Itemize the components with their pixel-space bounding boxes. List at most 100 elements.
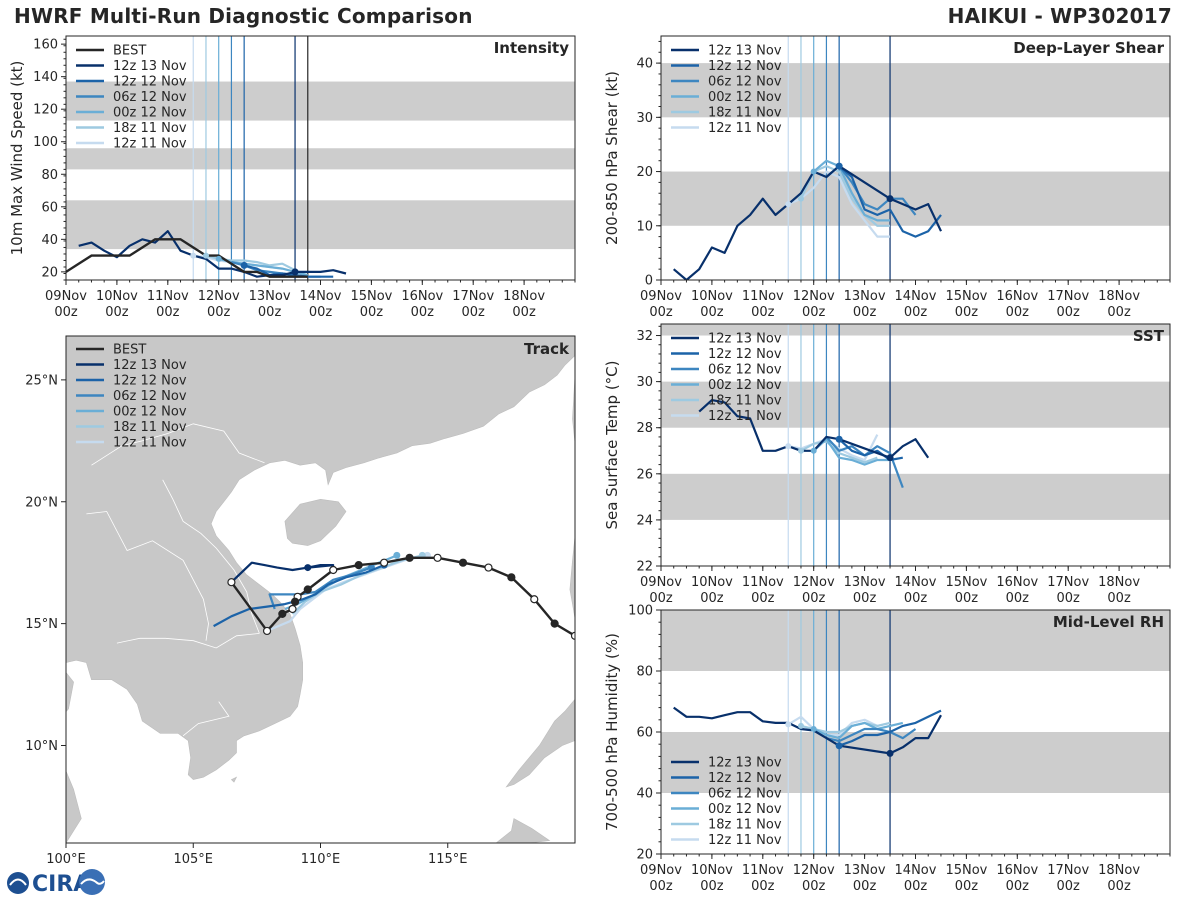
shear-legend-label: 06z 12 Nov — [708, 75, 782, 90]
landmass-4 — [569, 535, 575, 619]
landmass-0 — [66, 336, 575, 780]
shear-init-marker — [835, 162, 843, 170]
rh-band-0 — [661, 732, 1170, 793]
intensity-xtick-hour: 00z — [156, 305, 180, 320]
intensity-chart: 2040608010012014016009Nov00z10Nov00z11No… — [8, 35, 576, 320]
cira-logo: CIRA — [7, 869, 105, 897]
rh-title: Mid-Level RH — [1053, 613, 1164, 631]
rh-series-00z-12-Nov — [813, 721, 904, 740]
intensity-ytick-label: 20 — [41, 265, 58, 280]
shear-start-marker — [797, 195, 804, 202]
intensity-xtick-day: 13Nov — [249, 289, 291, 304]
rh-xtick-day: 11Nov — [742, 863, 784, 878]
best-track-point — [550, 619, 559, 628]
rh-xtick-hour: 00z — [700, 879, 724, 894]
track-plot-area — [66, 336, 575, 843]
sst-xtick-hour: 00z — [649, 591, 673, 606]
rh-ytick-label: 100 — [628, 604, 653, 619]
shear-legend-label: 18z 11 Nov — [708, 106, 782, 121]
figure-title: HWRF Multi-Run Diagnostic Comparison — [14, 4, 473, 28]
shear-xtick-day: 18Nov — [1098, 289, 1140, 304]
rh-xtick-hour: 00z — [904, 879, 928, 894]
rh-xtick-hour: 00z — [802, 879, 826, 894]
shear-xtick-hour: 00z — [1107, 305, 1131, 320]
rh-init-marker — [886, 749, 894, 757]
storm-id-title: HAIKUI - WP302017 — [947, 4, 1172, 28]
rh-band-1 — [661, 610, 1170, 671]
rh-xtick-day: 17Nov — [1047, 863, 1089, 878]
intensity-xtick-day: 17Nov — [452, 289, 494, 304]
track-legend-label: 12z 12 Nov — [113, 374, 187, 389]
track-series-12z-13-Nov — [230, 561, 335, 583]
border-3 — [116, 633, 260, 649]
sst-band-1 — [661, 381, 1170, 428]
rh-legend-label: 18z 11 Nov — [708, 818, 782, 833]
rh-ytick-label: 40 — [636, 787, 653, 802]
best-track-point — [288, 604, 297, 614]
sst-start-marker — [785, 443, 792, 450]
intensity-xtick-hour: 00z — [105, 305, 129, 320]
shear-xtick-hour: 00z — [1006, 305, 1030, 320]
sst-ylabel: Sea Surface Temp (°C) — [603, 360, 621, 529]
landmass-6 — [495, 818, 551, 843]
sst-ytick-label: 32 — [636, 329, 653, 344]
track-ytick-label: 10°N — [25, 739, 58, 754]
intensity-title: Intensity — [494, 39, 570, 57]
intensity-init-marker — [240, 261, 248, 269]
sst-xtick-day: 14Nov — [895, 575, 937, 590]
sst-xtick-hour: 00z — [1107, 591, 1131, 606]
landmass-7 — [230, 776, 238, 783]
rh-plot-area — [661, 610, 1170, 854]
shear-legend-label: 00z 12 Nov — [708, 90, 782, 105]
intensity-ytick-label: 140 — [33, 70, 58, 85]
sst-ytick-label: 28 — [636, 421, 653, 436]
rh-ylabel: 700-500 hPa Humidity (%) — [603, 633, 621, 831]
shear-band-1 — [661, 63, 1170, 118]
best-track-point — [433, 553, 442, 562]
border-5 — [86, 511, 209, 641]
rh-ytick-label: 20 — [636, 848, 653, 863]
shear-xtick-hour: 00z — [853, 305, 877, 320]
landmass-5 — [505, 698, 575, 788]
intensity-legend-label: BEST — [113, 44, 146, 59]
best-track-point — [227, 578, 236, 587]
intensity-ytick-label: 60 — [41, 200, 58, 215]
best-track-point — [380, 558, 389, 567]
rh-xtick-day: 10Nov — [691, 863, 733, 878]
shear-xtick-hour: 00z — [904, 305, 928, 320]
sst-xtick-hour: 00z — [751, 591, 775, 606]
shear-xtick-day: 10Nov — [691, 289, 733, 304]
sst-legend-label: 12z 12 Nov — [708, 347, 782, 362]
best-track-point — [303, 585, 312, 594]
rh-xtick-hour: 00z — [751, 879, 775, 894]
intensity-legend-label: 12z 11 Nov — [113, 137, 187, 152]
shear-ytick-label: 30 — [636, 111, 653, 126]
shear-series-00z-12-Nov — [812, 159, 890, 222]
track-ytick-label: 25°N — [25, 373, 58, 388]
rh-ytick-label: 80 — [636, 665, 653, 680]
shear-ytick-label: 20 — [636, 165, 653, 180]
rh-xtick-hour: 00z — [649, 879, 673, 894]
logo-globe-icon — [7, 872, 29, 894]
shear-init-marker — [886, 195, 894, 203]
track-start-marker — [393, 551, 401, 559]
sst-legend-label: 18z 11 Nov — [708, 394, 782, 409]
best-track-point — [507, 573, 516, 582]
best-track-point — [262, 626, 272, 636]
logo-wave-icon — [79, 869, 105, 895]
track-xtick-label: 100°E — [46, 852, 86, 867]
intensity-band-0 — [66, 200, 575, 250]
border-0 — [142, 423, 265, 464]
shear-legend-label: 12z 11 Nov — [708, 121, 782, 136]
sst-ytick-label: 26 — [636, 467, 653, 482]
best-track-point — [405, 553, 414, 562]
intensity-xtick-hour: 00z — [360, 305, 384, 320]
shear-xtick-day: 12Nov — [793, 289, 835, 304]
shear-xtick-hour: 00z — [802, 305, 826, 320]
intensity-xtick-day: 14Nov — [300, 289, 342, 304]
intensity-start-marker — [190, 252, 197, 259]
best-track-point — [278, 609, 287, 618]
sst-xtick-day: 15Nov — [945, 575, 987, 590]
shear-ytick-label: 10 — [636, 219, 653, 234]
rh-xtick-day: 16Nov — [996, 863, 1038, 878]
